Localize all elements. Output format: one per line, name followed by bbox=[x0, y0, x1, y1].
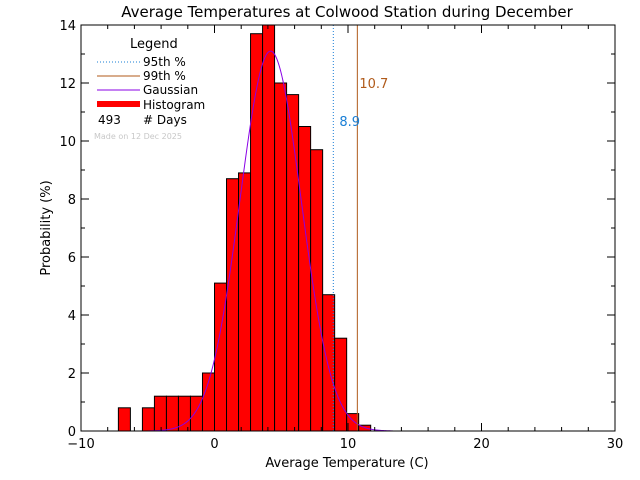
x-axis-ticks: −10 0 10 20 30 bbox=[67, 25, 623, 452]
y-tick-label: 10 bbox=[59, 135, 76, 150]
legend-days-label: # Days bbox=[143, 113, 187, 127]
histogram-bar bbox=[322, 294, 336, 432]
histogram-bar bbox=[238, 172, 252, 432]
histogram-bar bbox=[141, 407, 155, 432]
y-tick-label: 2 bbox=[68, 367, 76, 382]
y-tick-label: 14 bbox=[59, 19, 76, 34]
y-tick-label: 0 bbox=[68, 425, 76, 440]
y-axis-label: Probability (%) bbox=[39, 180, 54, 275]
legend-title: Legend bbox=[130, 37, 178, 52]
histogram-bar bbox=[310, 149, 324, 432]
x-axis-label: Average Temperature (C) bbox=[265, 456, 428, 471]
percentile-99-label: 10.7 bbox=[359, 77, 388, 92]
chart-title: Average Temperatures at Colwood Station … bbox=[121, 3, 573, 21]
histogram-bar bbox=[250, 33, 264, 432]
legend-99th-label: 99th % bbox=[143, 69, 186, 83]
legend-histogram-swatch bbox=[97, 101, 140, 107]
legend-95th-label: 95th % bbox=[143, 55, 186, 69]
histogram-bar bbox=[153, 395, 167, 432]
legend-histogram-label: Histogram bbox=[143, 98, 205, 112]
histogram-bar bbox=[286, 94, 300, 432]
legend-days-count: 493 bbox=[98, 113, 121, 127]
histogram-bar bbox=[226, 178, 240, 432]
legend-gaussian-label: Gaussian bbox=[143, 83, 198, 97]
x-tick-label: 30 bbox=[607, 437, 624, 452]
gaussian-curve bbox=[147, 50, 393, 432]
x-tick-label: 20 bbox=[473, 437, 490, 452]
histogram-bar bbox=[165, 395, 179, 432]
histogram-bar bbox=[117, 407, 131, 432]
x-tick-label: 10 bbox=[340, 437, 357, 452]
histogram-bar bbox=[274, 82, 288, 432]
y-tick-label: 6 bbox=[68, 251, 76, 266]
legend: Legend 95th % 99th % Gaussian Histogram … bbox=[94, 37, 205, 141]
made-on-note: Made on 12 Dec 2025 bbox=[94, 132, 182, 141]
percentile-95-label: 8.9 bbox=[339, 115, 360, 130]
y-tick-label: 8 bbox=[68, 193, 76, 208]
histogram-bar bbox=[334, 337, 348, 432]
x-tick-label: 0 bbox=[210, 437, 218, 452]
histogram-bar bbox=[298, 126, 312, 432]
y-tick-label: 4 bbox=[68, 309, 76, 324]
histogram-bar bbox=[262, 24, 276, 432]
x-tick-label: −10 bbox=[67, 437, 94, 452]
y-axis-ticks: 0 2 4 6 8 10 12 14 bbox=[59, 19, 615, 440]
y-tick-label: 12 bbox=[59, 77, 76, 92]
